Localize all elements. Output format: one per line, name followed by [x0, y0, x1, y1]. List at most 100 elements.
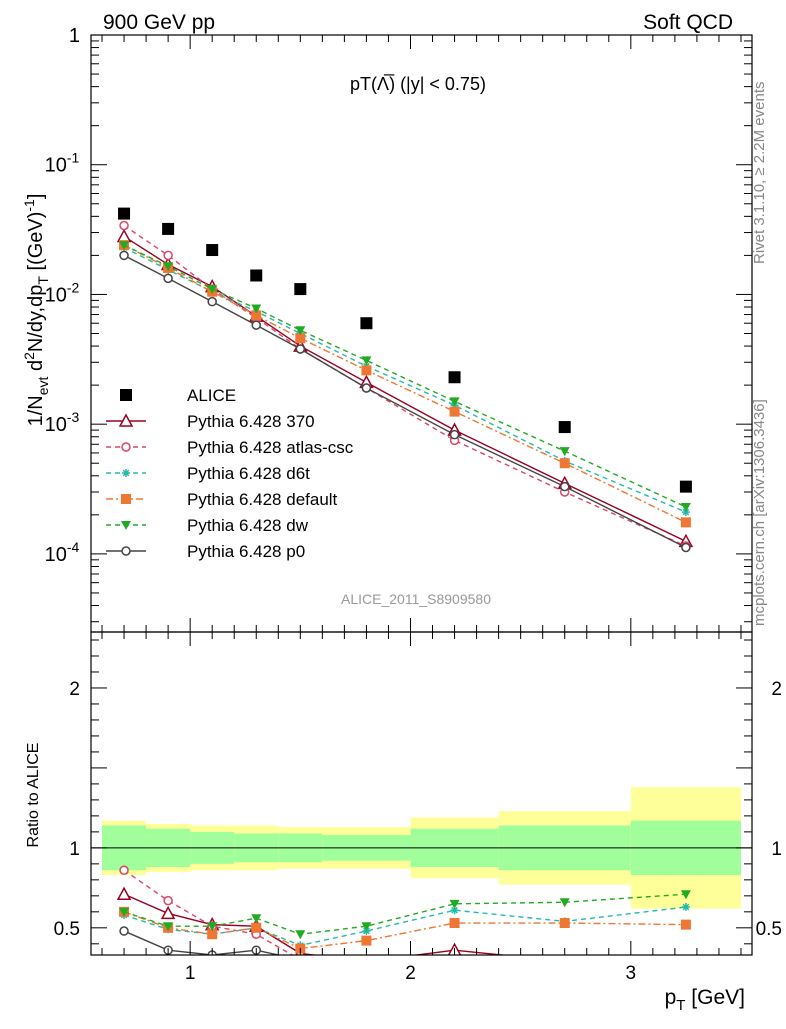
series-line — [123, 244, 687, 508]
ratio-point — [682, 961, 690, 969]
axis-ticks: 1 2 3 1 10-1 10-2 10-3 10-4 0.5 0.5 1 1 2 2 — [45, 25, 782, 984]
data-point — [250, 269, 263, 282]
legend-entry-label: Pythia 6.428 p0 — [187, 542, 305, 561]
data-point — [206, 244, 219, 257]
data-point — [119, 220, 129, 231]
ratio-point — [116, 886, 132, 900]
ratio-point — [160, 905, 176, 920]
data-point — [119, 250, 129, 261]
ratio-point — [450, 906, 459, 915]
ratio-point — [365, 953, 368, 955]
ratio-y-tick-label-right: 0.5 — [756, 919, 782, 940]
ratio-point — [207, 922, 218, 932]
ratio-point — [564, 953, 566, 955]
data-point — [207, 296, 217, 307]
ratio-point — [163, 922, 174, 932]
ratio-point — [681, 903, 690, 912]
legend-entry-label: Pythia 6.428 default — [187, 490, 338, 509]
data-point — [680, 502, 691, 512]
y-tick-label: 10-3 — [45, 409, 80, 436]
x-tick-label: 1 — [185, 963, 196, 984]
ratio-point — [451, 956, 459, 964]
ratio-point — [361, 922, 372, 932]
y-tick-label: 10-1 — [45, 150, 80, 177]
main-series-group — [116, 207, 694, 553]
data-point — [448, 371, 461, 384]
data-point — [679, 480, 692, 493]
legend-entry-label: Pythia 6.428 atlas-csc — [187, 438, 354, 457]
x-tick-label: 3 — [626, 963, 637, 984]
ratio-point — [682, 959, 690, 967]
ratio-point — [449, 899, 460, 909]
data-point — [163, 250, 173, 261]
ratio-frame — [90, 631, 753, 956]
ratio-point — [119, 926, 129, 936]
data-point — [681, 542, 691, 553]
legend-entry-label: ALICE — [187, 386, 236, 405]
ratio-point — [119, 907, 130, 917]
legend-entry-label: Pythia 6.428 dw — [187, 516, 309, 535]
ratio-point — [451, 956, 459, 964]
x-tick-label: 2 — [405, 963, 416, 984]
rivet-label: Rivet 3.1.10, ≥ 2.2M events — [751, 82, 768, 265]
data-point — [361, 356, 372, 366]
ratio-point — [680, 957, 692, 968]
legend-entry-label: Pythia 6.428 370 — [187, 412, 315, 431]
data-point — [559, 447, 570, 457]
ratio-y-tick-label: 1 — [69, 839, 80, 860]
ratio-y-tick-label-right: 1 — [771, 839, 782, 860]
ratio-point — [251, 922, 262, 933]
ratio-y-axis-label: Ratio to ALICE — [25, 743, 42, 848]
legend-marker — [121, 494, 131, 504]
ratio-point — [362, 959, 370, 967]
data-point — [449, 429, 460, 440]
data-point — [559, 458, 570, 469]
ratio-point — [449, 918, 460, 929]
ratio-point — [296, 956, 304, 964]
ratio-point — [559, 918, 570, 929]
data-point — [361, 383, 372, 393]
ratio-point — [362, 959, 370, 967]
ratio-point — [296, 956, 304, 964]
data-point — [251, 304, 262, 314]
ratio-y-tick-label-right: 2 — [771, 679, 782, 700]
data-point — [162, 222, 175, 235]
data-point — [251, 320, 261, 330]
data-point — [295, 326, 306, 336]
data-point — [251, 310, 262, 321]
legend-marker — [122, 469, 130, 477]
data-point — [116, 228, 132, 243]
ratio-point — [559, 898, 570, 908]
data-point — [558, 421, 571, 434]
data-point — [449, 397, 460, 407]
ratio-y-tick-label: 0.5 — [54, 919, 80, 940]
mcplots-label: mcplots.cern.ch [arXiv:1306.3436] — [751, 399, 768, 626]
data-point — [119, 241, 130, 251]
legend-marker — [121, 442, 131, 452]
data-point — [207, 285, 218, 295]
analysis-tag: ALICE_2011_S8909580 — [341, 591, 491, 607]
y-tick-label: 1 — [69, 25, 80, 47]
main-y-axis-label: 1/Nevt d2N/dy,dpT [(GeV)-1] — [21, 194, 51, 427]
ratio-point — [561, 959, 569, 967]
legend: ALICE Pythia 6.428 370 Pythia 6.428 atlas-… — [106, 386, 354, 561]
ratio-point — [207, 929, 218, 940]
collision-label: 900 GeV pp — [103, 11, 215, 34]
ratio-point — [295, 930, 306, 940]
x-axis-label: pT [GeV] — [665, 986, 745, 1014]
ratio-point — [561, 959, 569, 967]
data-point — [681, 508, 690, 517]
process-label: Soft QCD — [643, 11, 733, 34]
data-point — [295, 344, 306, 354]
data-point — [163, 273, 173, 284]
series-line — [123, 246, 687, 513]
data-point — [360, 317, 373, 330]
ratio-point — [251, 914, 262, 924]
legend-marker — [121, 546, 131, 556]
data-point — [118, 207, 131, 220]
ratio-point — [680, 919, 691, 930]
legend-marker — [118, 413, 134, 427]
ratio-y-tick-label: 2 — [69, 679, 80, 700]
